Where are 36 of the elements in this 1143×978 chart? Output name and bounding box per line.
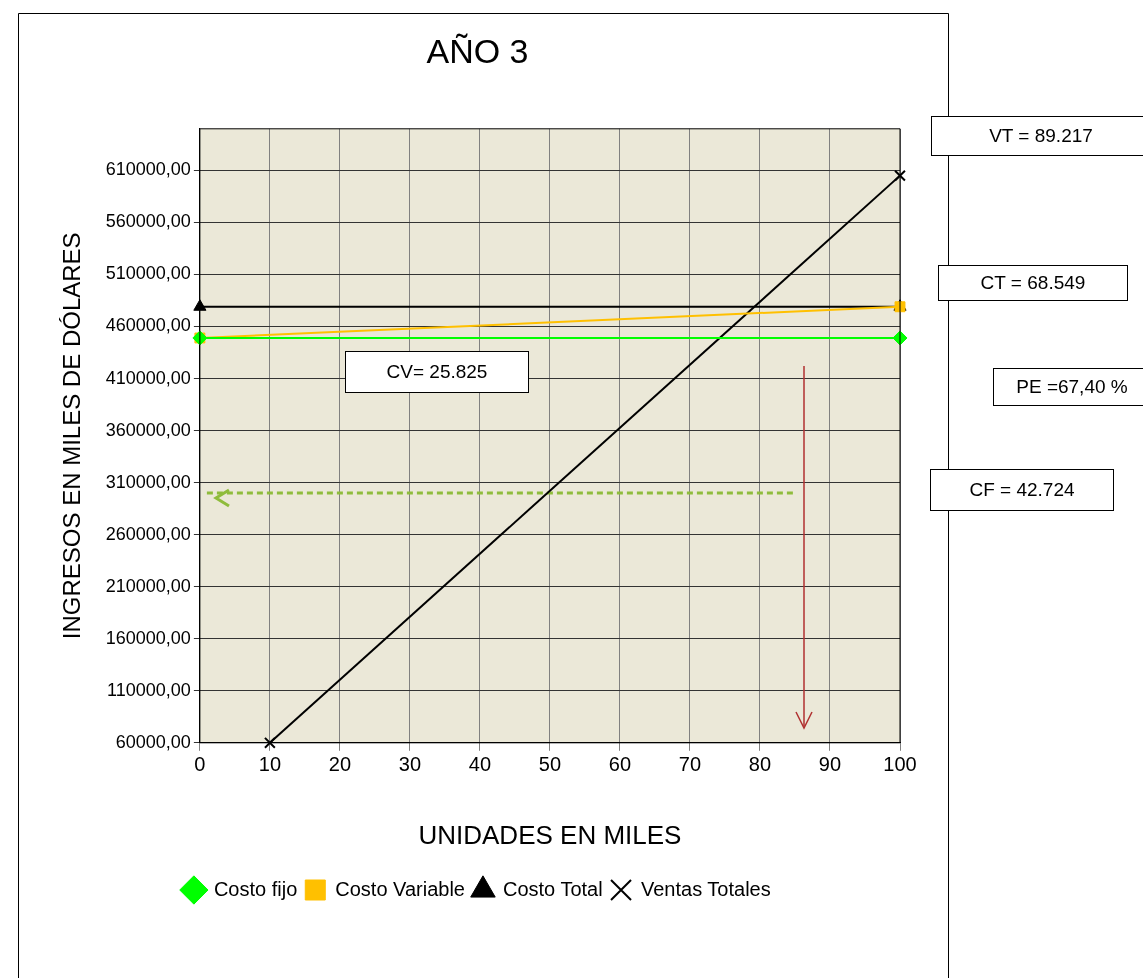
x-tick-label: 60 — [608, 753, 632, 776]
x-axis-title: UNIDADES EN MILES — [418, 819, 682, 850]
x-tick-label: 100 — [883, 753, 917, 776]
y-tick-label: 260000,00 — [105, 523, 191, 544]
y-tick-label: 510000,00 — [105, 263, 191, 284]
x-tick-label: 10 — [258, 753, 282, 776]
y-tick-label: 310000,00 — [105, 471, 191, 492]
x-tick-label: 70 — [678, 753, 702, 776]
x-tick-label: 90 — [818, 753, 842, 776]
x-tick-label: 0 — [194, 753, 206, 776]
y-tick-label: 560000,00 — [105, 211, 191, 232]
legend-label: Costo fijo — [213, 877, 298, 900]
x-tick-label: 50 — [538, 753, 562, 776]
y-tick-label: 460000,00 — [105, 315, 191, 336]
x-tick-label: 40 — [468, 753, 492, 776]
y-axis-title: INGRESOS EN MILES DE DÓLARES — [58, 232, 86, 640]
legend-label: Ventas Totales — [641, 877, 771, 900]
legend-label: Costo Total — [502, 877, 603, 900]
y-tick-label: 60000,00 — [115, 731, 191, 752]
legend-label: Costo Variable — [335, 877, 465, 900]
y-tick-label: 160000,00 — [105, 627, 191, 648]
y-tick-label: 210000,00 — [105, 575, 191, 596]
text-box: CT = 68.549 — [938, 265, 1128, 301]
chart-title: AÑO 3 — [426, 31, 529, 70]
text-box: VT = 89.217 — [931, 116, 1143, 156]
text-box: PE =67,40 % — [993, 368, 1143, 406]
x-tick-label: 80 — [748, 753, 772, 776]
y-tick-label: 110000,00 — [107, 679, 191, 700]
y-tick-label: 610000,00 — [105, 159, 191, 180]
x-tick-label: 30 — [398, 753, 422, 776]
y-tick-label: 410000,00 — [105, 367, 191, 388]
point — [894, 169, 906, 182]
x-tick-label: 20 — [328, 753, 352, 776]
text-box: CV= 25.825 — [345, 351, 529, 393]
text-box: CF = 42.724 — [930, 469, 1114, 511]
y-tick-label: 360000,00 — [105, 419, 191, 440]
